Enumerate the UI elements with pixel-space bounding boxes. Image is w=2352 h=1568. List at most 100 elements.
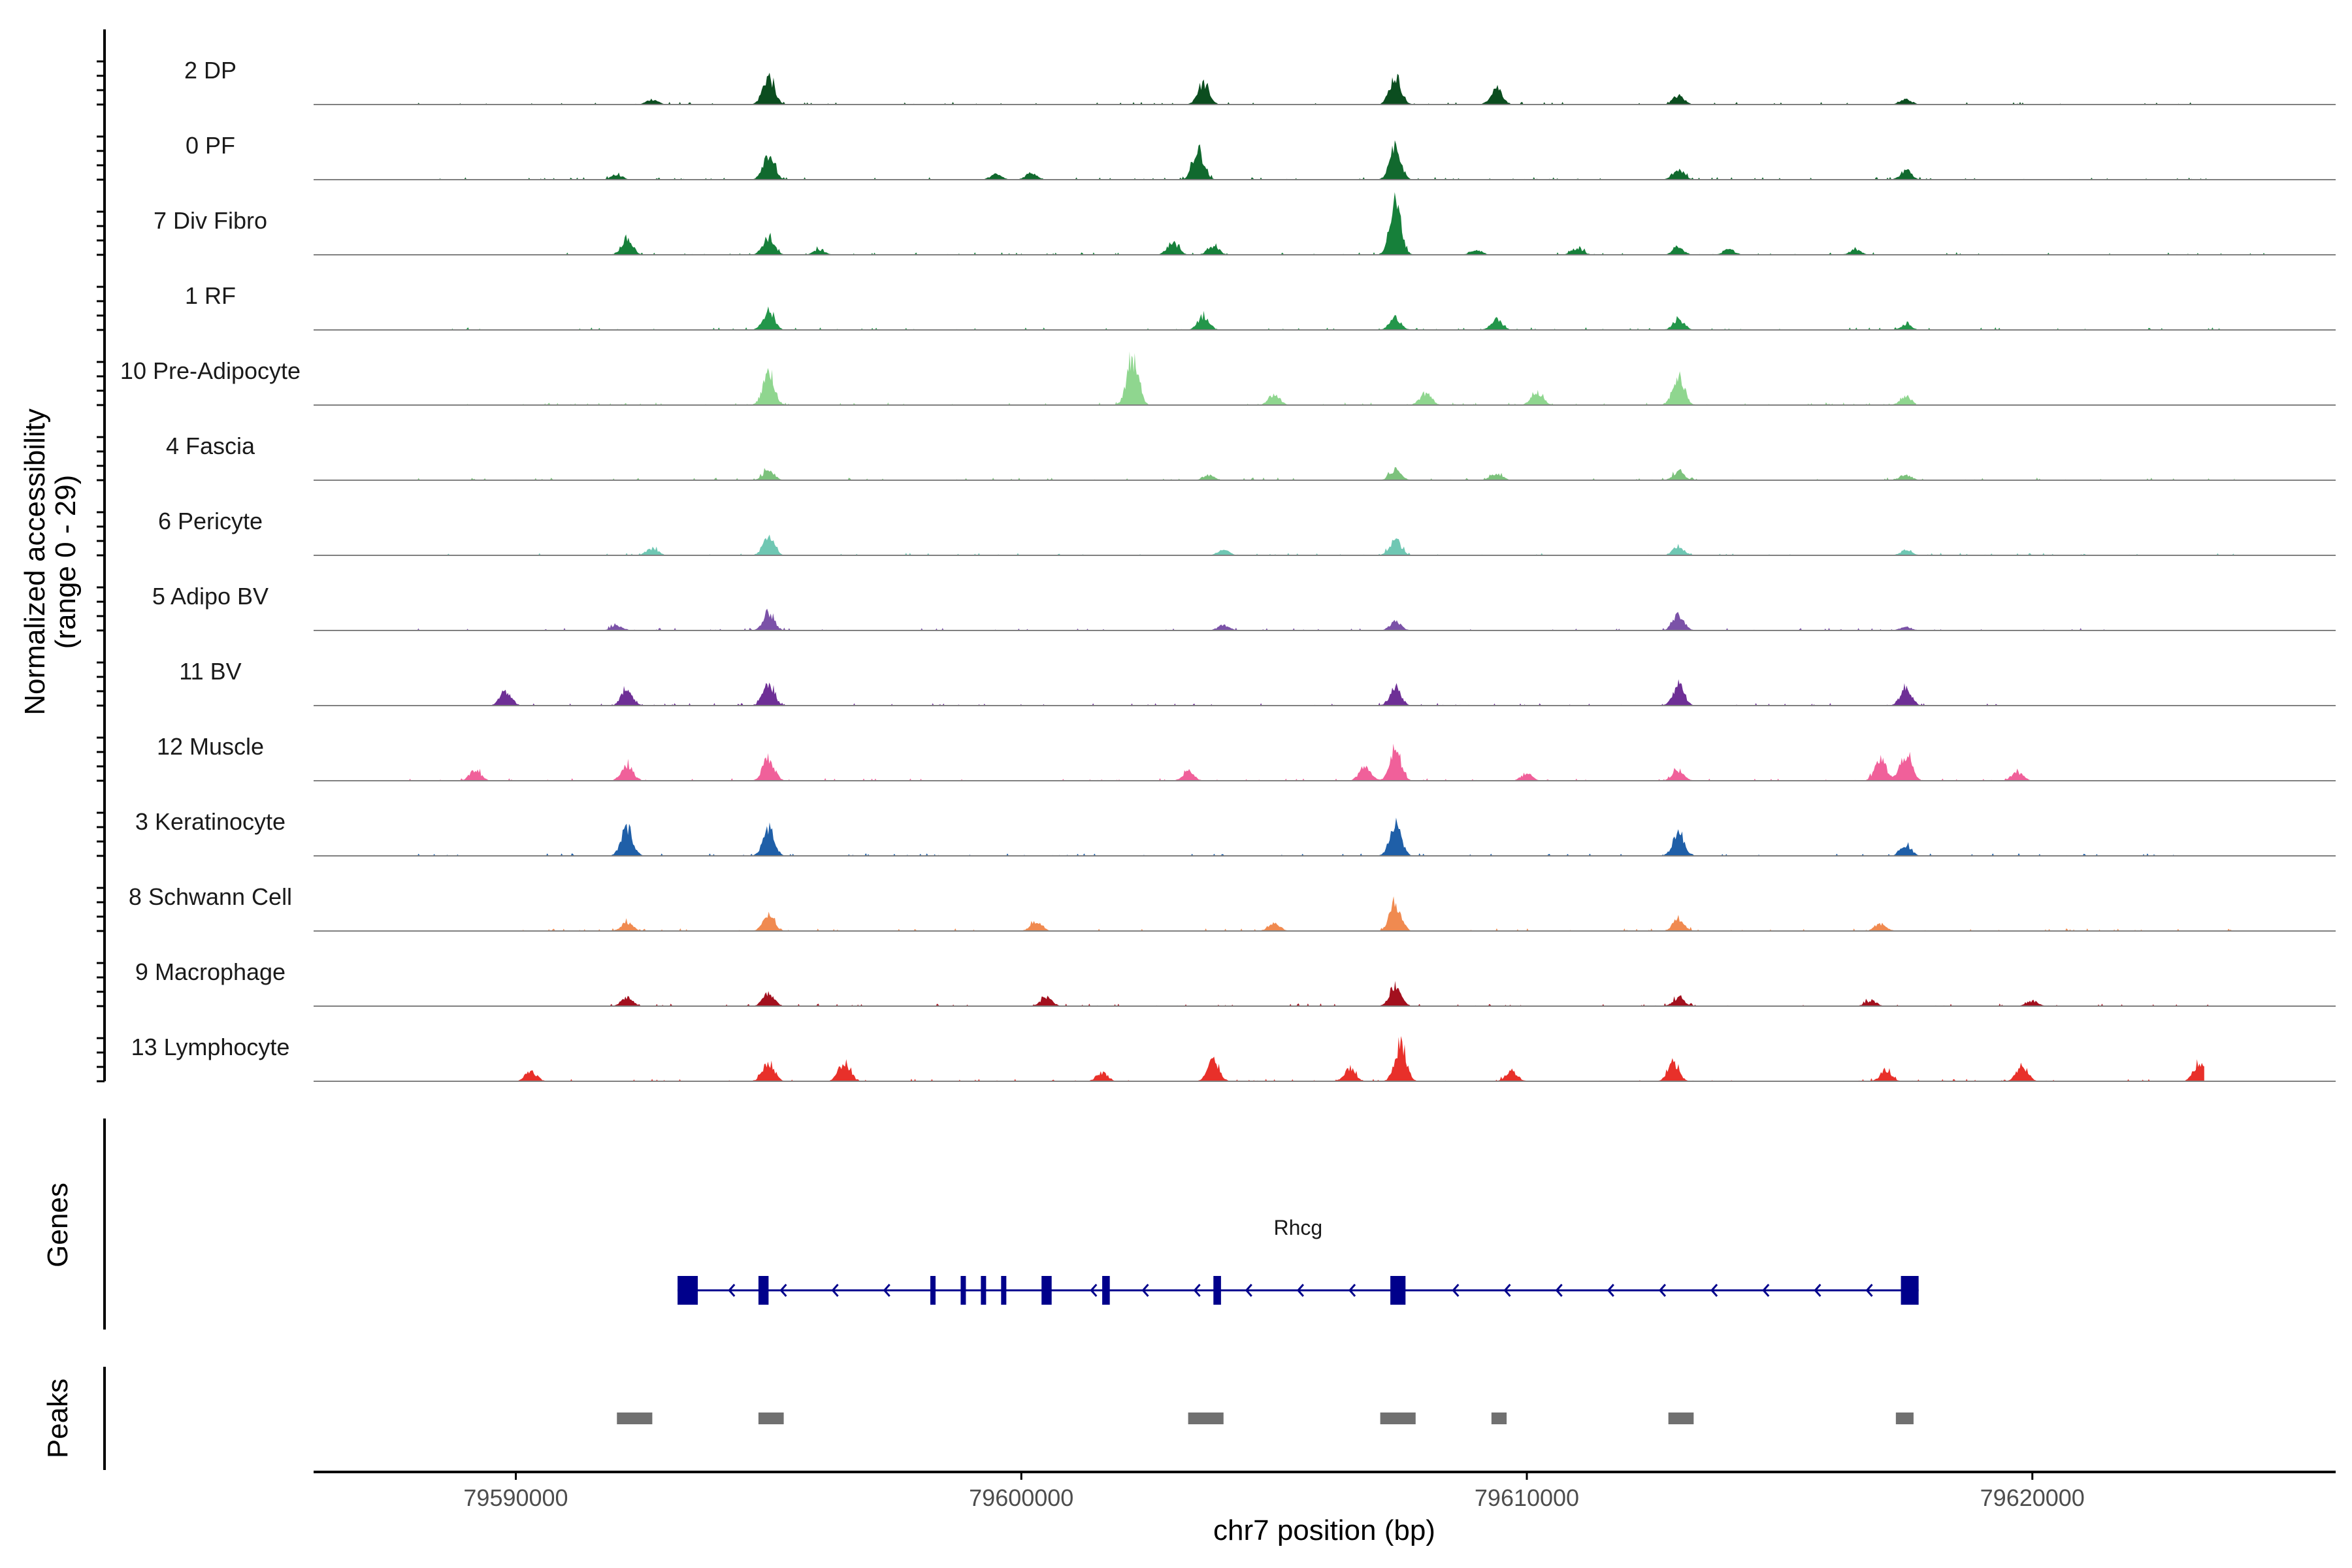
y-axis-title-line2: (range 0 - 29) — [50, 475, 82, 649]
track-12-muscle: 12 Muscle — [157, 733, 2336, 781]
peak-region — [1895, 1413, 1914, 1424]
peaks-panel: Peaks — [42, 1367, 1914, 1470]
track-13-lymphocyte: 13 Lymphocyte — [131, 1034, 2336, 1082]
x-ticks: 79590000 79600000 79610000 79620000 — [463, 1472, 2085, 1511]
coverage-area — [606, 981, 2235, 1006]
genes-panel-title: Genes — [42, 1183, 74, 1267]
track-3-keratinocyte: 3 Keratinocyte — [135, 808, 2336, 857]
exon — [1041, 1276, 1052, 1305]
strand-arrow — [1658, 1284, 1667, 1297]
strand-arrow — [831, 1284, 839, 1297]
exon — [1390, 1276, 1406, 1305]
track-label: 7 Div Fibro — [154, 207, 267, 234]
coverage-area — [515, 896, 2235, 931]
exon — [758, 1276, 769, 1305]
exon — [1213, 1276, 1221, 1305]
coverage-area — [414, 306, 2235, 330]
peak-region — [1380, 1413, 1416, 1424]
y-axis-title-line1: Normalized accessibility — [19, 408, 51, 715]
strand-arrow — [728, 1284, 736, 1297]
peak-region — [1491, 1413, 1507, 1424]
track-label: 4 Fascia — [166, 433, 255, 459]
coverage-area — [414, 534, 2235, 555]
peak-region — [1668, 1413, 1694, 1424]
exon — [960, 1276, 966, 1305]
track-label: 0 PF — [186, 132, 235, 159]
gene-rhcg: Rhcg — [678, 1216, 1919, 1305]
track-label: 5 Adipo BV — [152, 583, 269, 610]
gene-models: Rhcg — [678, 1216, 1919, 1305]
coverage-area — [414, 817, 2235, 856]
x-tick-label: 79620000 — [1980, 1484, 2085, 1511]
coverage-area — [414, 140, 2235, 180]
track-10-pre-adipocyte: 10 Pre-Adipocyte — [120, 351, 2336, 406]
track-9-macrophage: 9 Macrophage — [135, 958, 2336, 1007]
exon — [1001, 1276, 1007, 1305]
strand-arrow — [1710, 1284, 1718, 1297]
track-8-schwann-cell: 8 Schwann Cell — [129, 883, 2336, 932]
genes-panel: Genes Rhcg — [42, 1119, 1919, 1330]
track-label: 13 Lymphocyte — [131, 1034, 290, 1060]
x-axis-title: chr7 position (bp) — [1213, 1514, 1435, 1546]
track-11-bv: 11 BV — [179, 658, 2336, 706]
coverage-area — [515, 1036, 2204, 1081]
strand-arrow — [1452, 1284, 1460, 1297]
accessibility-axis — [97, 29, 106, 1083]
exon — [981, 1276, 987, 1305]
peak-regions — [617, 1413, 1914, 1424]
track-label: 10 Pre-Adipocyte — [120, 357, 301, 384]
coverage-area — [414, 73, 2235, 105]
coverage-area — [414, 608, 2134, 630]
track-2-dp: 2 DP — [184, 57, 2336, 105]
x-tick-label: 79590000 — [463, 1484, 568, 1511]
x-axis: 79590000 79600000 79610000 79620000 chr7 po… — [314, 1471, 2336, 1546]
strand-arrow — [883, 1284, 890, 1297]
track-7-div-fibro: 7 Div Fibro — [154, 192, 2336, 255]
strand-arrow — [1865, 1284, 1873, 1297]
strand-arrow — [1090, 1284, 1098, 1297]
accessibility-tracks: 2 DP 0 PF 7 Div Fibro 1 RF 10 Pre-Adipocyte 4… — [120, 57, 2336, 1082]
track-label: 1 RF — [185, 282, 236, 309]
x-tick-label: 79600000 — [969, 1484, 1073, 1511]
track-label: 8 Schwann Cell — [129, 883, 292, 910]
strand-arrow — [1193, 1284, 1201, 1297]
strand-arrow — [1296, 1284, 1304, 1297]
coverage-area — [556, 192, 2270, 255]
track-label: 11 BV — [179, 658, 241, 685]
track-0-pf: 0 PF — [186, 132, 2336, 180]
track-4-fascia: 4 Fascia — [166, 433, 2336, 481]
coverage-area — [414, 467, 2235, 480]
peak-region — [758, 1413, 784, 1424]
track-1-rf: 1 RF — [185, 282, 2336, 331]
peak-region — [1188, 1413, 1224, 1424]
track-label: 3 Keratinocyte — [135, 808, 286, 835]
track-label: 2 DP — [184, 57, 237, 84]
strand-arrow — [1762, 1284, 1770, 1297]
track-label: 6 Pericyte — [158, 508, 263, 534]
track-label: 9 Macrophage — [135, 958, 286, 985]
exon — [1901, 1276, 1919, 1305]
strand-arrow — [779, 1284, 787, 1297]
track-6-pericyte: 6 Pericyte — [158, 508, 2336, 556]
coverage-area — [399, 743, 2033, 781]
exon — [1102, 1276, 1110, 1305]
exon — [930, 1276, 936, 1305]
x-tick-label: 79610000 — [1475, 1484, 1579, 1511]
exon — [678, 1276, 698, 1305]
strand-arrow — [1141, 1284, 1149, 1297]
coverage-area — [465, 351, 1916, 405]
strand-arrow — [1607, 1284, 1614, 1297]
accessibility-axis-title: Normalized accessibility (range 0 - 29) — [19, 408, 82, 715]
gene-name-label: Rhcg — [1274, 1216, 1323, 1239]
strand-arrow — [1348, 1284, 1356, 1297]
peak-region — [617, 1413, 653, 1424]
strand-arrow — [1245, 1284, 1252, 1297]
peaks-panel-title: Peaks — [42, 1379, 74, 1458]
strand-arrow — [1503, 1284, 1511, 1297]
coverage-area — [490, 679, 1997, 706]
strand-arrow — [1814, 1284, 1821, 1297]
track-label: 12 Muscle — [157, 733, 264, 760]
track-5-adipo-bv: 5 Adipo BV — [152, 583, 2336, 631]
